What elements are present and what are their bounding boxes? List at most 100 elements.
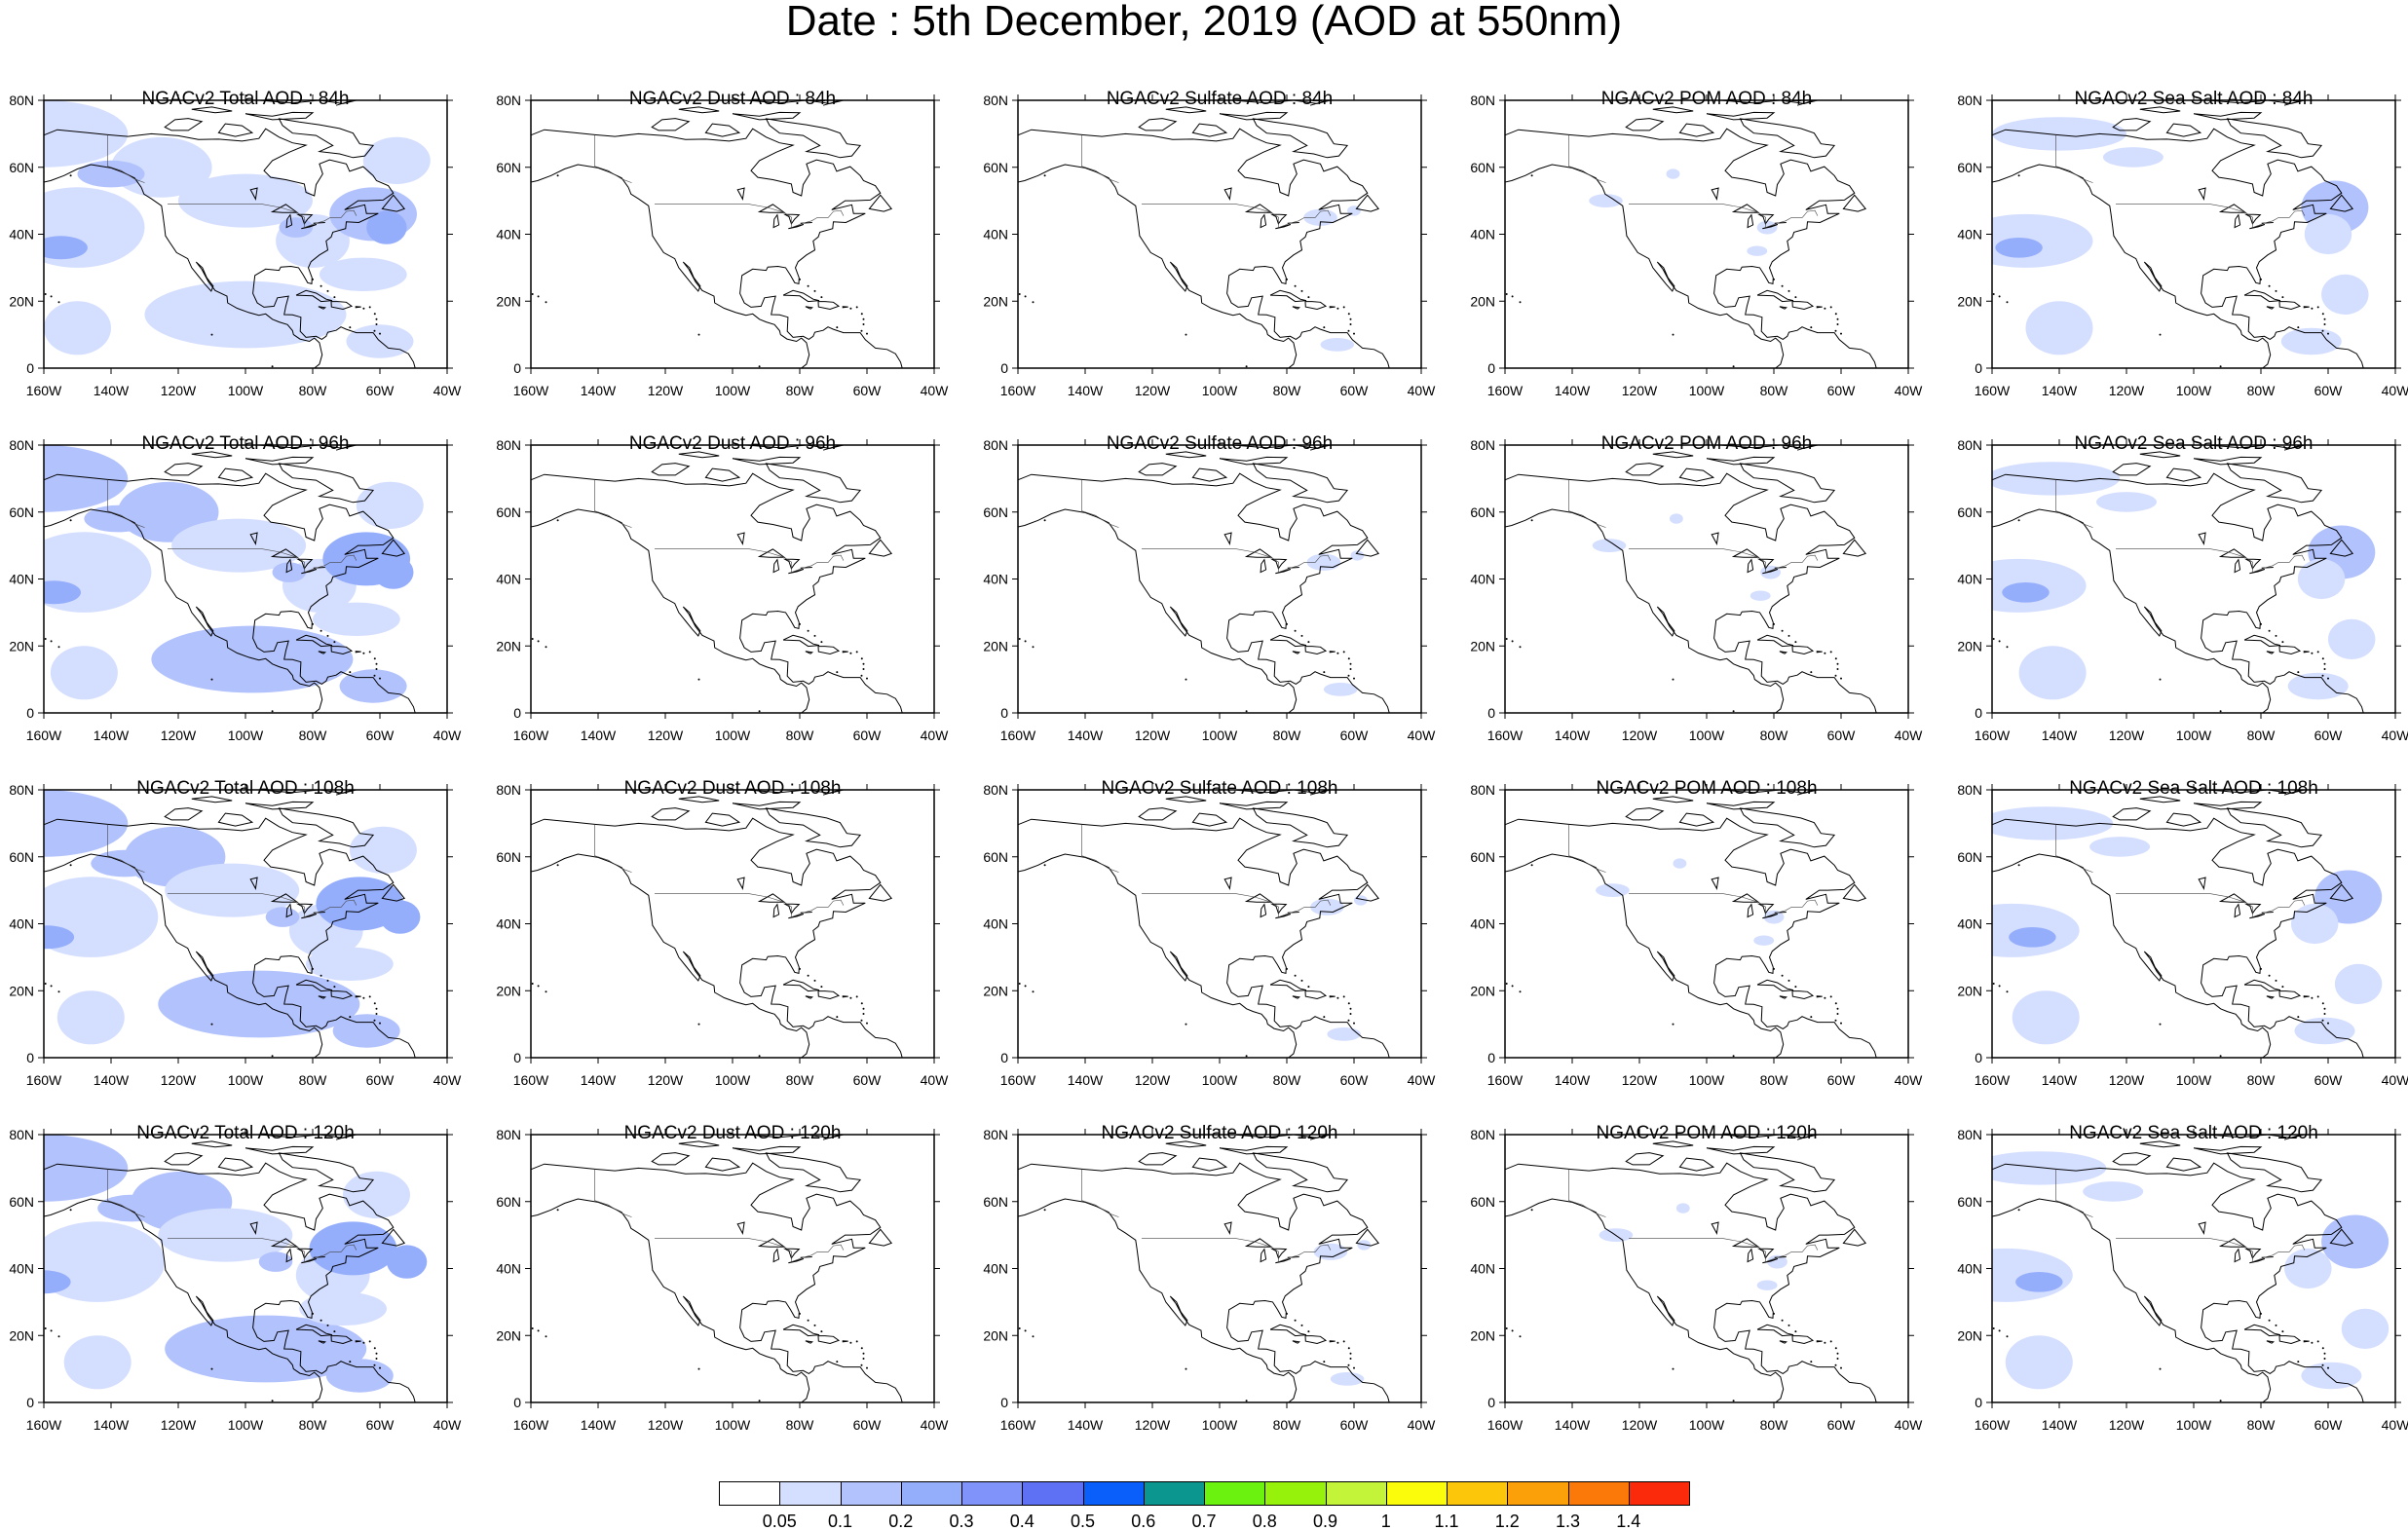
map-plot: 160W 140W 120W 100W 80W 60W 40W 0 20N 40N 60N 80N bbox=[983, 782, 1436, 1088]
country-border bbox=[1629, 1238, 1819, 1263]
lat-tick-label: 20N bbox=[1957, 638, 1982, 653]
coastline-island bbox=[301, 569, 317, 575]
small-island bbox=[1794, 296, 1797, 299]
small-island bbox=[545, 1335, 547, 1338]
country-border bbox=[1629, 548, 1819, 574]
coastline-island bbox=[295, 1324, 333, 1337]
coastline-island bbox=[1269, 1324, 1307, 1337]
coastline bbox=[627, 532, 810, 713]
coastline-island bbox=[1791, 646, 1815, 655]
small-island bbox=[1992, 983, 1995, 985]
colorbar-swatch bbox=[1507, 1481, 1569, 1506]
coastline-island bbox=[2112, 118, 2152, 131]
small-island bbox=[836, 326, 839, 329]
small-island bbox=[2327, 1022, 2329, 1025]
small-island bbox=[1185, 333, 1187, 336]
lon-tick-label: 40W bbox=[433, 1072, 463, 1088]
small-island bbox=[1964, 876, 1966, 878]
small-island bbox=[373, 313, 376, 316]
small-island bbox=[836, 1016, 839, 1019]
small-island bbox=[326, 289, 329, 292]
lat-tick-label: 40N bbox=[9, 1261, 34, 1277]
coastline-island bbox=[295, 213, 314, 225]
small-island bbox=[503, 876, 505, 878]
coastline-island bbox=[1138, 1152, 1178, 1166]
small-island bbox=[2268, 284, 2271, 287]
coastline bbox=[1992, 508, 2090, 533]
map-plot: 160W 140W 120W 100W 80W 60W 40W 0 20N 40N 60N 80N bbox=[983, 437, 1437, 743]
small-island bbox=[2017, 864, 2020, 867]
coastline-island bbox=[2329, 194, 2354, 212]
small-island bbox=[320, 284, 322, 287]
map-area bbox=[1964, 790, 2395, 1058]
coastline-island bbox=[318, 306, 327, 310]
small-island bbox=[16, 531, 18, 533]
coastline-island bbox=[1791, 1335, 1815, 1345]
lon-tick-label: 60W bbox=[1340, 1417, 1370, 1433]
lon-tick-label: 40W bbox=[1895, 1072, 1924, 1088]
coastline-island bbox=[736, 187, 745, 201]
small-island bbox=[2219, 365, 2222, 368]
country-border bbox=[594, 824, 632, 873]
aod-plume bbox=[2096, 492, 2157, 512]
small-island bbox=[1484, 188, 1486, 190]
coastline bbox=[1505, 164, 1603, 188]
aod-plume bbox=[2321, 1214, 2389, 1269]
lon-tick-label: 160W bbox=[1487, 1072, 1524, 1088]
lon-tick-label: 80W bbox=[786, 1417, 815, 1433]
small-island bbox=[22, 188, 24, 190]
small-island bbox=[1951, 191, 1953, 193]
coastline bbox=[2283, 445, 2395, 451]
country-border bbox=[2116, 1238, 2306, 1263]
small-island bbox=[349, 1016, 352, 1019]
small-island bbox=[373, 1347, 376, 1350]
small-island bbox=[375, 662, 378, 665]
coastline-island bbox=[319, 445, 358, 449]
colorbar-label: 0.4 bbox=[1009, 1512, 1035, 1531]
coastline-island bbox=[736, 532, 745, 545]
map-plot: 160W 140W 120W 100W 80W 60W 40W 0 20N 40N 60N 80N bbox=[496, 437, 949, 743]
lon-tick-label: 40W bbox=[1408, 1417, 1437, 1433]
small-island bbox=[2281, 986, 2284, 989]
country-border bbox=[1142, 548, 1332, 574]
small-island bbox=[1787, 634, 1790, 637]
country-border bbox=[107, 134, 145, 183]
coastline-island bbox=[1756, 634, 1794, 648]
country-border bbox=[1142, 1238, 1332, 1263]
coastline-island bbox=[788, 914, 804, 919]
coastline bbox=[1309, 1135, 1421, 1140]
coastline bbox=[2088, 1221, 2272, 1402]
coastline-island bbox=[1232, 790, 1294, 794]
small-island bbox=[1834, 329, 1837, 332]
coastline-island bbox=[1739, 463, 1836, 504]
small-island bbox=[3, 191, 5, 193]
coastline-island bbox=[2165, 812, 2202, 827]
coastline-island bbox=[1747, 1248, 1754, 1263]
coastline-island bbox=[191, 796, 233, 803]
coastline-island bbox=[1269, 289, 1307, 303]
small-island bbox=[820, 1330, 823, 1333]
small-island bbox=[349, 1361, 352, 1363]
coastline-island bbox=[1275, 914, 1291, 919]
coastline-island bbox=[651, 463, 691, 476]
lat-tick-label: 40N bbox=[1470, 1261, 1495, 1277]
coastline-island bbox=[1780, 790, 1820, 794]
small-island bbox=[849, 652, 852, 654]
coastline bbox=[531, 1198, 629, 1222]
coastlines bbox=[531, 1135, 934, 1402]
lon-tick-label: 40W bbox=[1408, 728, 1437, 743]
aod-plume bbox=[1763, 910, 1785, 924]
small-island bbox=[1323, 671, 1326, 674]
small-island bbox=[333, 296, 336, 299]
small-island bbox=[2321, 1363, 2324, 1366]
small-island bbox=[1245, 1400, 1248, 1402]
small-island bbox=[69, 519, 72, 522]
small-island bbox=[1342, 1340, 1345, 1343]
small-island bbox=[545, 990, 547, 993]
small-island bbox=[1245, 365, 1248, 368]
lat-tick-label: 20N bbox=[1470, 638, 1495, 653]
coastline bbox=[1505, 472, 1877, 713]
coastline-island bbox=[1232, 100, 1294, 104]
small-island bbox=[2323, 1358, 2326, 1360]
small-island bbox=[362, 996, 365, 999]
